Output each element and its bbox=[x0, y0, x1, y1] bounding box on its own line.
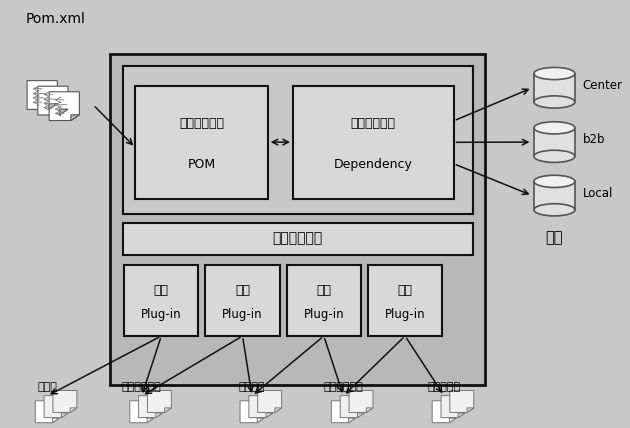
Ellipse shape bbox=[534, 67, 575, 80]
Text: 源文件: 源文件 bbox=[37, 382, 57, 392]
Text: Plug-in: Plug-in bbox=[141, 308, 181, 321]
Polygon shape bbox=[450, 390, 474, 413]
Polygon shape bbox=[147, 390, 171, 413]
Ellipse shape bbox=[534, 175, 575, 187]
Polygon shape bbox=[164, 408, 171, 413]
Polygon shape bbox=[71, 115, 79, 121]
Polygon shape bbox=[331, 401, 355, 423]
Polygon shape bbox=[70, 408, 77, 413]
Polygon shape bbox=[130, 401, 154, 423]
Text: 项目对象模型: 项目对象模型 bbox=[179, 116, 224, 130]
FancyBboxPatch shape bbox=[205, 265, 280, 336]
Text: 插件: 插件 bbox=[235, 284, 250, 297]
Polygon shape bbox=[266, 413, 273, 418]
Ellipse shape bbox=[534, 150, 575, 163]
Text: 插件: 插件 bbox=[398, 284, 413, 297]
Text: Center: Center bbox=[583, 79, 622, 92]
Text: Dependency: Dependency bbox=[334, 158, 413, 172]
Text: b2b: b2b bbox=[583, 134, 605, 146]
Polygon shape bbox=[534, 128, 575, 156]
Polygon shape bbox=[348, 418, 355, 423]
Polygon shape bbox=[139, 395, 163, 418]
Text: Local: Local bbox=[583, 187, 613, 200]
Polygon shape bbox=[49, 104, 57, 110]
Polygon shape bbox=[249, 395, 273, 418]
Polygon shape bbox=[156, 413, 163, 418]
Text: Plug-in: Plug-in bbox=[222, 308, 263, 321]
Polygon shape bbox=[240, 401, 264, 423]
Text: 资源文件: 资源文件 bbox=[239, 382, 265, 392]
Polygon shape bbox=[458, 413, 465, 418]
Ellipse shape bbox=[534, 122, 575, 134]
Polygon shape bbox=[44, 395, 68, 418]
FancyBboxPatch shape bbox=[293, 86, 454, 199]
Polygon shape bbox=[449, 418, 456, 423]
Polygon shape bbox=[366, 408, 373, 413]
Text: 打包产出物: 打包产出物 bbox=[428, 382, 461, 392]
FancyBboxPatch shape bbox=[135, 86, 268, 199]
Polygon shape bbox=[60, 109, 68, 115]
Ellipse shape bbox=[534, 96, 575, 108]
Polygon shape bbox=[49, 92, 79, 121]
Polygon shape bbox=[340, 395, 364, 418]
Polygon shape bbox=[258, 390, 282, 413]
Polygon shape bbox=[275, 408, 282, 413]
FancyBboxPatch shape bbox=[110, 54, 485, 385]
Text: Plug-in: Plug-in bbox=[304, 308, 344, 321]
Text: Plug-in: Plug-in bbox=[385, 308, 425, 321]
Polygon shape bbox=[432, 401, 456, 423]
Text: Pom.xml: Pom.xml bbox=[25, 12, 85, 26]
Polygon shape bbox=[467, 408, 474, 413]
Text: 依赖管理模型: 依赖管理模型 bbox=[351, 116, 396, 130]
Polygon shape bbox=[147, 418, 154, 423]
Text: 项目生命周期: 项目生命周期 bbox=[273, 232, 323, 246]
Text: 二进制产出物: 二进制产出物 bbox=[323, 382, 364, 392]
Ellipse shape bbox=[534, 204, 575, 216]
Polygon shape bbox=[61, 413, 68, 418]
Text: 插件: 插件 bbox=[154, 284, 169, 297]
Polygon shape bbox=[27, 80, 57, 110]
Polygon shape bbox=[257, 418, 264, 423]
Text: 中间产出文件: 中间产出文件 bbox=[122, 382, 162, 392]
Text: POM: POM bbox=[188, 158, 215, 172]
Polygon shape bbox=[38, 86, 68, 115]
Text: 仓库: 仓库 bbox=[546, 230, 563, 245]
Polygon shape bbox=[534, 74, 575, 102]
Polygon shape bbox=[534, 181, 575, 210]
Text: 插件: 插件 bbox=[316, 284, 331, 297]
Polygon shape bbox=[35, 401, 59, 423]
FancyBboxPatch shape bbox=[287, 265, 361, 336]
Polygon shape bbox=[349, 390, 373, 413]
Polygon shape bbox=[357, 413, 364, 418]
Polygon shape bbox=[53, 390, 77, 413]
FancyBboxPatch shape bbox=[123, 66, 472, 214]
FancyBboxPatch shape bbox=[124, 265, 198, 336]
FancyBboxPatch shape bbox=[123, 223, 472, 255]
FancyBboxPatch shape bbox=[368, 265, 442, 336]
Polygon shape bbox=[441, 395, 465, 418]
Polygon shape bbox=[52, 418, 59, 423]
